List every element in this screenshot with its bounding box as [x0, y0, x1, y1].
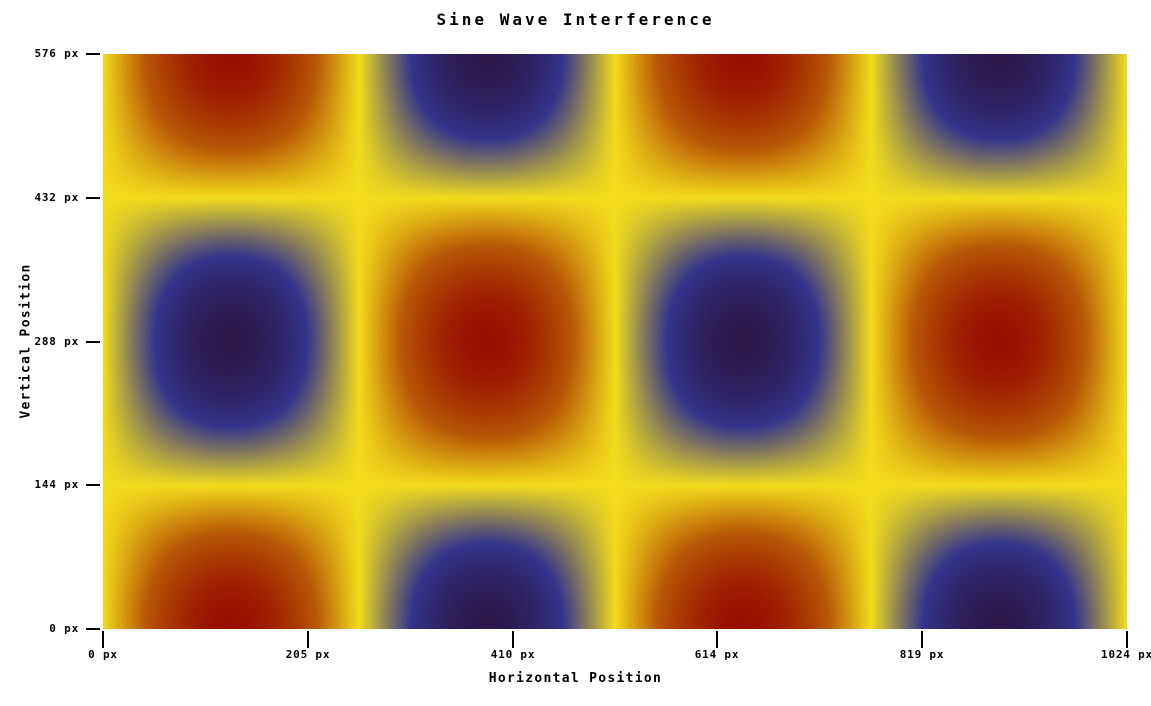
y-tick-label: 144 px — [34, 478, 79, 492]
x-tick-label: 819 px — [899, 648, 945, 661]
x-tick-label: 1024 px — [1101, 648, 1151, 661]
x-tick-mark — [102, 631, 104, 648]
chart-title: Sine Wave Interference — [436, 10, 715, 29]
x-tick-mark — [716, 631, 718, 648]
x-tick-mark — [307, 631, 309, 648]
x-tick-mark — [921, 631, 923, 648]
x-tick-mark — [1126, 631, 1128, 648]
y-tick-mark — [86, 53, 100, 55]
y-tick-label: 288 px — [34, 334, 79, 348]
heatmap-canvas — [103, 54, 1127, 629]
x-tick-label: 205 px — [285, 648, 331, 661]
x-axis-label: Horizontal Position — [488, 671, 663, 686]
y-axis-label: Vertical Position — [18, 263, 34, 419]
y-tick-label: 576 px — [34, 47, 79, 60]
y-tick-label: 432 px — [34, 190, 79, 204]
y-tick-mark — [86, 484, 100, 487]
x-tick-label: 0 px — [88, 648, 118, 661]
x-tick-label: 614 px — [694, 648, 740, 661]
y-tick-mark — [86, 340, 100, 343]
y-tick-mark — [86, 196, 100, 199]
y-tick-label: 0 px — [49, 622, 79, 635]
x-tick-mark — [512, 631, 514, 648]
y-tick-mark — [86, 628, 100, 630]
x-tick-label: 410 px — [490, 648, 536, 661]
